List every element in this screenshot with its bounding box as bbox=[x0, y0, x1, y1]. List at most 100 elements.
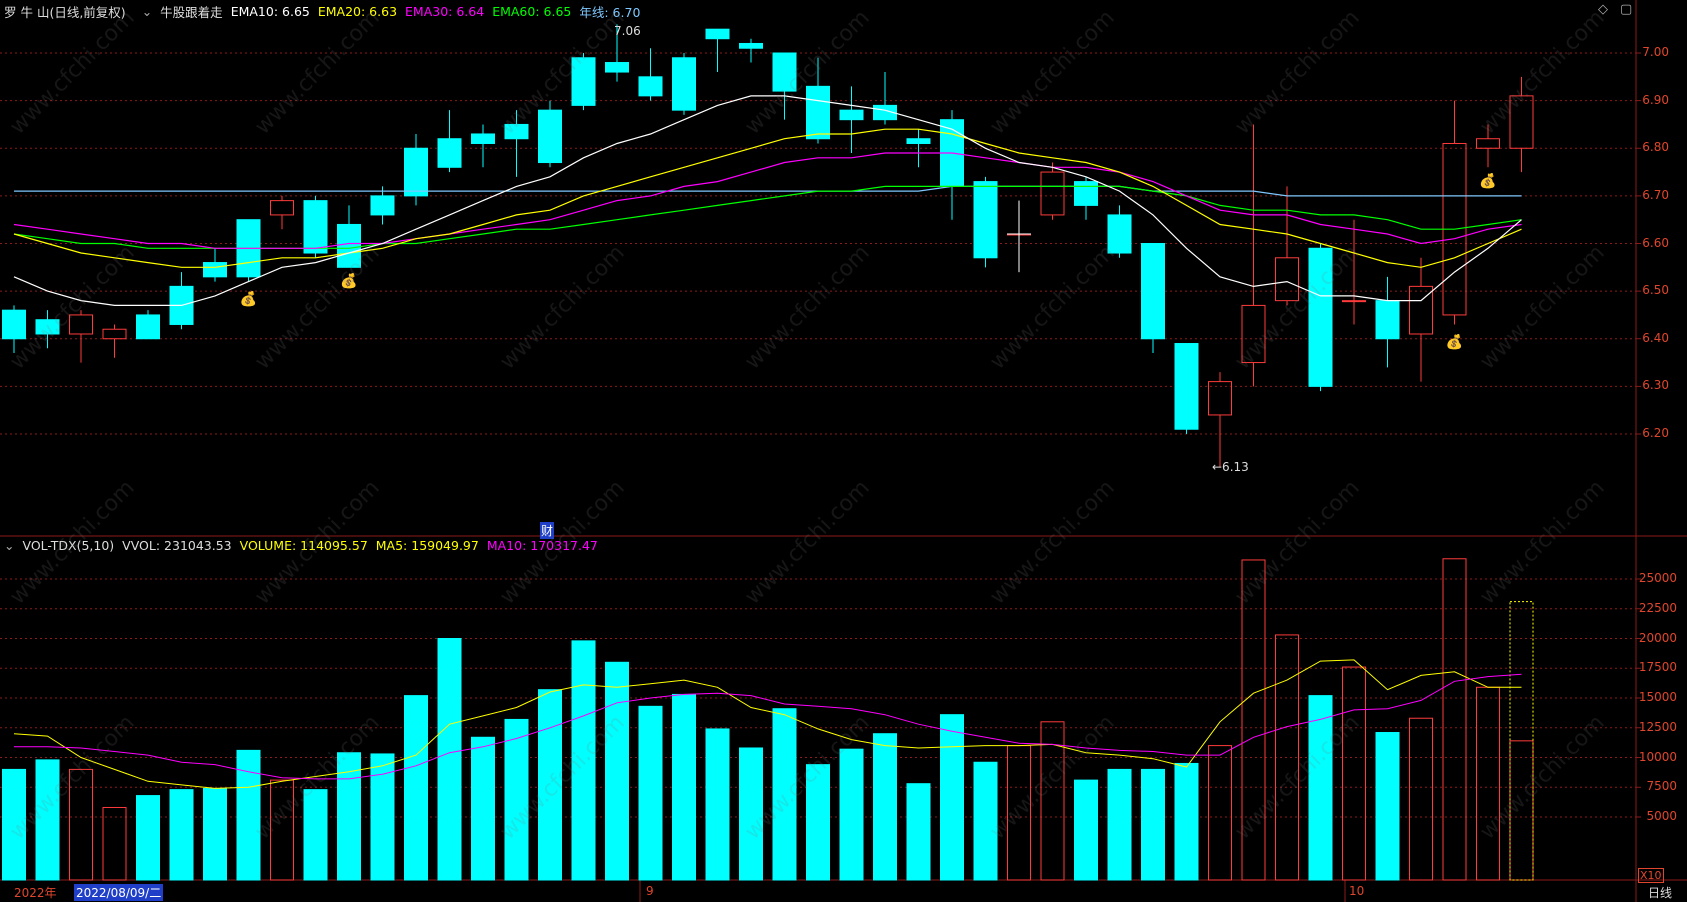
volume-bar-down bbox=[203, 787, 227, 881]
volume-bar-up bbox=[1241, 559, 1266, 881]
volume-bar-down bbox=[538, 689, 562, 881]
volume-tick-label: 17500 bbox=[1638, 660, 1677, 675]
money-bag-icon: 💰 bbox=[240, 291, 257, 308]
candle-up bbox=[1241, 304, 1266, 364]
ema10-label: EMA10: 6.65 bbox=[230, 3, 310, 19]
finance-marker[interactable]: 财 bbox=[540, 522, 555, 539]
price-header: 罗 牛 山(日线,前复权) ⌄ 牛股跟着走 EMA10: 6.65 EMA20:… bbox=[4, 0, 648, 22]
volume-bar-down bbox=[35, 759, 60, 881]
window-restore-icon[interactable]: ▢ bbox=[1620, 2, 1633, 17]
candle-up bbox=[1409, 285, 1433, 335]
vvol-label: VVOL: 231043.53 bbox=[122, 537, 232, 553]
price-tick-label: 6.30 bbox=[1642, 378, 1669, 393]
volume-bar-down bbox=[739, 747, 763, 881]
volume-tick-label: 15000 bbox=[1638, 690, 1677, 704]
volume-bar-down bbox=[370, 753, 395, 881]
candle-down bbox=[839, 109, 864, 121]
ema30-label: EMA30: 6.64 bbox=[405, 3, 485, 19]
candle-down bbox=[672, 57, 696, 111]
candle-down bbox=[806, 85, 830, 140]
candle-down bbox=[2, 309, 26, 340]
volume-bar-down bbox=[236, 749, 261, 881]
price-tick-label: 6.40 bbox=[1642, 330, 1669, 345]
candle-down bbox=[1174, 343, 1199, 430]
candle-down bbox=[739, 42, 763, 49]
candle-down bbox=[1107, 214, 1132, 254]
price-tick-label: 6.70 bbox=[1642, 187, 1669, 202]
volume-bar-up bbox=[69, 768, 93, 881]
price-tick-label: 6.80 bbox=[1642, 140, 1669, 155]
multiplier-badge: X10 bbox=[1638, 868, 1664, 883]
ema30-line bbox=[13, 152, 1522, 249]
price-tick-label: 6.20 bbox=[1642, 426, 1669, 440]
volume-bar-up bbox=[1476, 686, 1500, 881]
daily-label[interactable]: 日线 bbox=[1648, 886, 1673, 900]
volume-bar-up bbox=[1509, 740, 1534, 881]
candle-down bbox=[605, 62, 629, 73]
volume-bar-down bbox=[337, 752, 361, 881]
candle-down bbox=[303, 200, 328, 254]
candle-up bbox=[1040, 171, 1065, 216]
volume-bar-down bbox=[873, 733, 897, 881]
year-line-label: 年线: 6.70 bbox=[579, 4, 641, 20]
price-tick-label: 6.60 bbox=[1642, 235, 1669, 250]
candle-down bbox=[404, 147, 428, 197]
candle-down bbox=[136, 314, 160, 340]
volume-bar-up bbox=[1409, 717, 1433, 881]
volume-bar-down bbox=[169, 789, 194, 881]
candle-down bbox=[1375, 300, 1400, 340]
year-line bbox=[14, 185, 1522, 197]
candle-down bbox=[504, 123, 529, 140]
candle-up bbox=[1476, 138, 1500, 149]
diamond-icon[interactable]: ◇ bbox=[1598, 2, 1608, 17]
volume-bar-up bbox=[1442, 558, 1467, 881]
candle-down bbox=[1141, 243, 1165, 340]
money-bag-icon: 💰 bbox=[340, 272, 357, 289]
candle-down bbox=[1308, 247, 1333, 387]
volume-bar-down bbox=[404, 695, 428, 881]
low-annotation: ←6.13 bbox=[1212, 460, 1249, 474]
volume-bar-down bbox=[1107, 768, 1132, 881]
stock-name[interactable]: 罗 牛 山(日线,前复权) bbox=[4, 4, 126, 20]
vol-indicator-name[interactable]: VOL-TDX(5,10) bbox=[22, 537, 115, 553]
volume-ma5-line bbox=[13, 659, 1522, 789]
money-bag-icon: 💰 bbox=[1479, 172, 1496, 189]
ema20-line bbox=[13, 128, 1522, 268]
candle-up bbox=[270, 200, 294, 216]
volume-bar-down bbox=[437, 638, 462, 881]
volume-bar-up bbox=[1208, 745, 1232, 881]
chevron-down-icon[interactable]: ⌄ bbox=[4, 537, 15, 553]
volume-bar-down bbox=[2, 768, 26, 881]
candle-down bbox=[538, 109, 562, 164]
volume-header: ⌄ VOL-TDX(5,10) VVOL: 231043.53 VOLUME: … bbox=[4, 534, 606, 556]
volume-tick-label: 7500 bbox=[1646, 779, 1677, 794]
volume-tick-label: 20000 bbox=[1638, 630, 1677, 645]
volume-bar-up bbox=[1275, 634, 1299, 881]
chevron-down-icon[interactable]: ⌄ bbox=[141, 3, 153, 19]
volume-tick-label: 22500 bbox=[1638, 600, 1677, 615]
volume-bar-down bbox=[605, 661, 629, 881]
volume-label: VOLUME: 114095.57 bbox=[239, 537, 368, 553]
volume-bar-down bbox=[1174, 762, 1199, 881]
indicator-name[interactable]: 牛股跟着走 bbox=[160, 4, 223, 20]
candle-down bbox=[906, 138, 931, 144]
volume-bar-up bbox=[1342, 666, 1366, 881]
candle-down bbox=[35, 319, 60, 335]
candle-up bbox=[69, 314, 93, 335]
volume-bar-down bbox=[471, 736, 495, 881]
volume-tick-label: 10000 bbox=[1638, 749, 1677, 764]
ma5-label: MA5: 159049.97 bbox=[375, 537, 479, 553]
volume-bar-up bbox=[270, 779, 294, 881]
volume-bar-down bbox=[504, 718, 529, 881]
ema60-label: EMA60: 6.65 bbox=[492, 3, 572, 19]
candle-down bbox=[705, 28, 730, 40]
volume-bar-down bbox=[906, 783, 931, 881]
volume-bar-down bbox=[303, 789, 328, 881]
volume-bar-down bbox=[672, 693, 696, 881]
volume-bar-down bbox=[638, 705, 663, 881]
volume-bar-down bbox=[571, 640, 596, 881]
candle-down bbox=[437, 138, 462, 168]
candle-down bbox=[337, 223, 361, 268]
candle-down bbox=[638, 76, 663, 97]
